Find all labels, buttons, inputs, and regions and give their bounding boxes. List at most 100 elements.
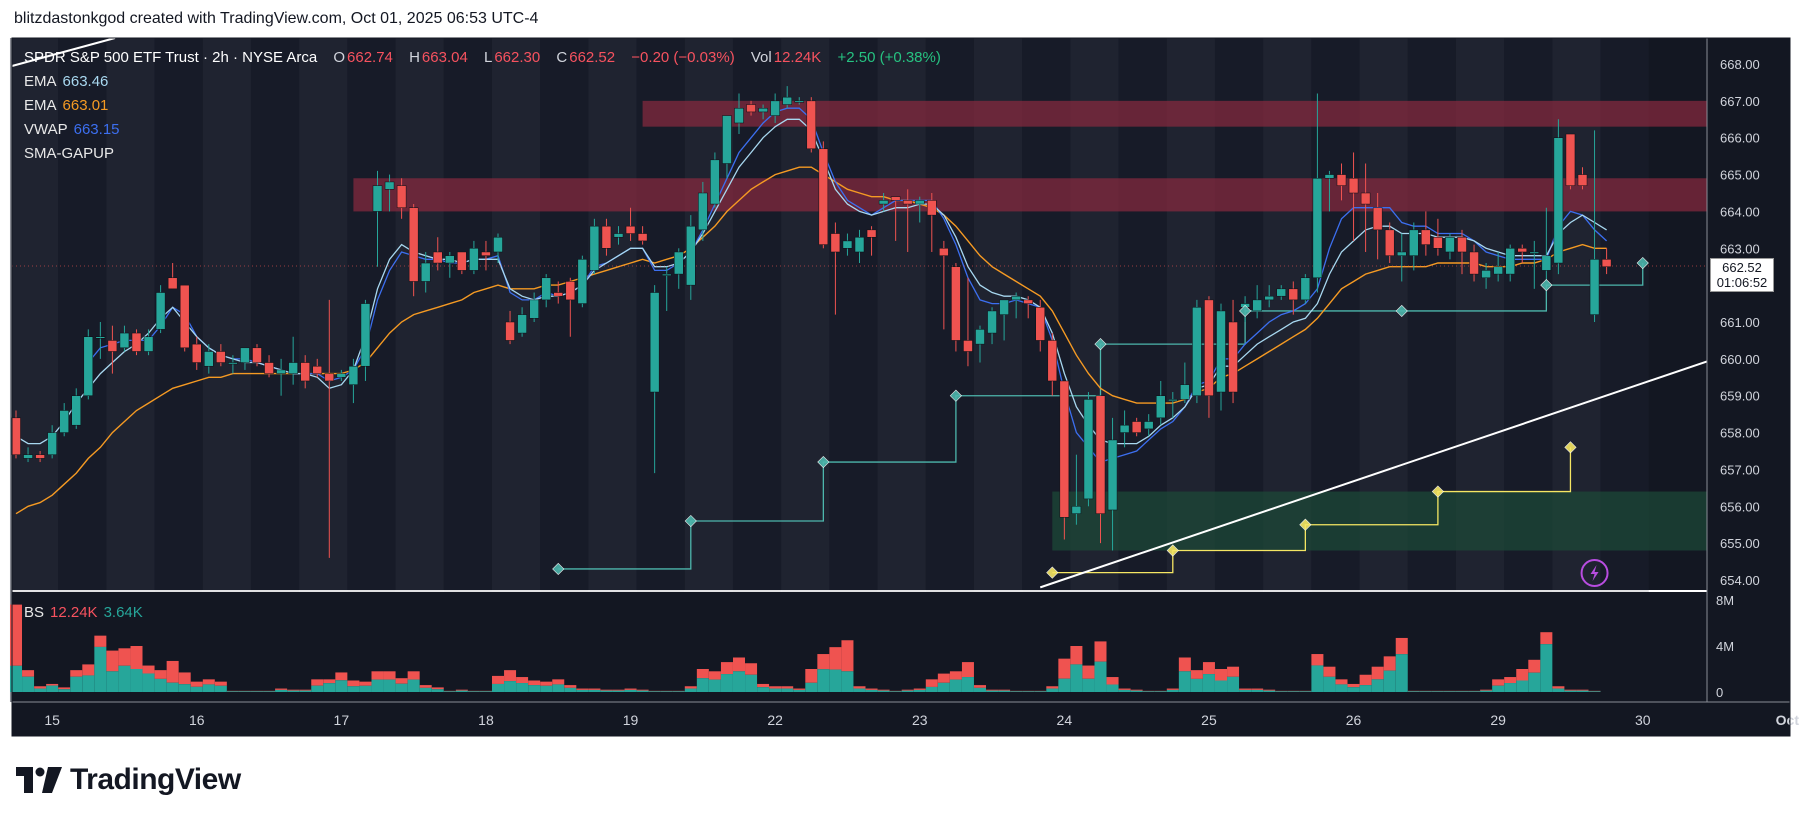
volume-bar-sell — [359, 681, 372, 686]
candle-body — [336, 373, 347, 378]
tradingview-logo[interactable]: TradingView — [16, 763, 241, 797]
volume-axis: 8M 4M 0 — [1716, 593, 1734, 700]
volume-bar-buy — [757, 687, 770, 692]
volume-pane-background — [12, 592, 1707, 702]
candle-body — [866, 229, 877, 238]
volume-bar-buy — [1564, 690, 1577, 692]
time-axis[interactable]: 151617181922232425262930Oct2 — [44, 712, 1803, 728]
volume-bar-buy — [1046, 688, 1059, 692]
volume-bar-buy — [22, 676, 35, 692]
volume-bar-buy — [395, 683, 408, 692]
volume-bar-sell — [516, 677, 529, 684]
price-tick-label: 654.00 — [1720, 573, 1760, 588]
volume-bar-sell — [1480, 689, 1493, 691]
alert-marker-ring — [1580, 559, 1609, 587]
symbol-title[interactable]: SPDR S&P 500 ETF Trust · 2h · NYSE Arca — [24, 49, 318, 66]
volume-bar-sell — [1492, 679, 1505, 686]
volume-bar-buy — [323, 683, 336, 692]
volume-bar-buy — [1443, 691, 1456, 692]
indicator-legend-sma-gapup[interactable]: SMA-GAPUP — [24, 145, 114, 162]
volume-bar-sell — [720, 662, 733, 675]
volume-bar-buy — [371, 679, 384, 692]
bs-volume-legend[interactable]: BS 12.24K 3.64K — [24, 604, 143, 621]
volume-bar-sell — [1046, 686, 1059, 689]
volume-bar-buy — [130, 669, 143, 692]
time-tick-label: Oct — [1776, 712, 1800, 728]
volume-bar-sell — [865, 688, 878, 690]
candle-body — [1168, 399, 1178, 402]
indicator-value: 663.15 — [73, 121, 120, 138]
volume-bar-sell — [793, 688, 806, 690]
indicator-value: 663.46 — [62, 73, 109, 90]
candle-body — [661, 273, 672, 276]
candle-body — [1541, 255, 1552, 271]
volume-bar-buy — [142, 673, 155, 692]
volume-bar-sell — [275, 688, 288, 690]
low-label: L — [483, 49, 493, 66]
volume-bar-buy — [1371, 679, 1384, 692]
volume-bar-buy — [516, 683, 529, 692]
candle-body — [1445, 236, 1455, 253]
candle-body — [47, 432, 57, 455]
candle-body — [1083, 399, 1094, 500]
volume-bar-sell — [1058, 658, 1071, 679]
candle-body — [963, 340, 973, 352]
candle-body — [951, 266, 961, 341]
candle-body — [613, 233, 624, 238]
candle-body — [637, 233, 648, 242]
volume-bar-sell — [1190, 670, 1203, 679]
price-axis[interactable]: 668.00 667.00 666.00 665.00 664.00 663.00 662.… — [1720, 57, 1760, 588]
candle-body — [1228, 321, 1238, 393]
volume-bar-sell — [552, 679, 565, 685]
candle-body — [565, 281, 576, 301]
time-tick-label: 29 — [1490, 712, 1506, 728]
volume-bar-buy — [1540, 644, 1553, 692]
teal-step-line-marker — [1540, 279, 1553, 292]
indicator-legend-ema-slow[interactable]: EMA 663.01 — [24, 97, 108, 114]
volume-bar-buy — [684, 688, 697, 692]
candle-body — [854, 236, 865, 253]
price-tick-label: 667.00 — [1720, 94, 1760, 109]
time-tick-label: 30 — [1635, 712, 1651, 728]
volume-bar-sell — [1263, 689, 1276, 691]
candle-body — [1107, 439, 1118, 511]
price-tick-label: 664.00 — [1720, 204, 1760, 219]
candle-body — [167, 277, 178, 290]
volume-bar-buy — [1407, 691, 1420, 692]
volume-bar-buy — [70, 676, 83, 692]
indicator-legend-vwap[interactable]: VWAP 663.15 — [24, 121, 120, 138]
volume-bar-sell — [1251, 688, 1264, 690]
symbol-legend[interactable]: SPDR S&P 500 ETF Trust · 2h · NYSE Arca … — [24, 49, 943, 66]
volume-bar-buy — [1576, 690, 1589, 692]
volume-bar-buy — [974, 687, 986, 692]
candle-body — [975, 329, 985, 345]
volume-bar-buy — [1275, 691, 1288, 692]
candle-body — [1071, 506, 1082, 514]
candle-body — [1312, 178, 1323, 279]
volume-bar-sell — [1516, 669, 1529, 681]
candle-body — [999, 299, 1009, 315]
indicator-legend-ema-fast[interactable]: EMA 663.46 — [24, 73, 108, 90]
volume-bar-buy — [226, 691, 239, 692]
volume-bar-sell — [1311, 654, 1324, 666]
candle-body — [1143, 421, 1154, 430]
time-axis-panel — [12, 702, 1790, 736]
teal-step-line — [558, 263, 1644, 570]
volume-bar-sell — [1552, 686, 1565, 689]
candle-body — [553, 292, 563, 297]
candle-body — [987, 310, 997, 334]
volume-bar-sell — [853, 686, 866, 689]
volume-tick-label: 4M — [1716, 639, 1734, 654]
volume-bar-buy — [467, 691, 480, 692]
candle-body — [360, 303, 371, 367]
volume-bar-buy — [1431, 691, 1444, 692]
volume-bar-sell — [1359, 674, 1372, 686]
volume-bar-buy — [479, 691, 492, 692]
candle-body — [433, 251, 443, 264]
candle-body — [830, 233, 841, 253]
volume-bar-buy — [672, 691, 685, 692]
candle-body — [131, 332, 142, 352]
volume-bar-sell — [287, 689, 300, 691]
volume-bar-sell — [492, 675, 504, 684]
